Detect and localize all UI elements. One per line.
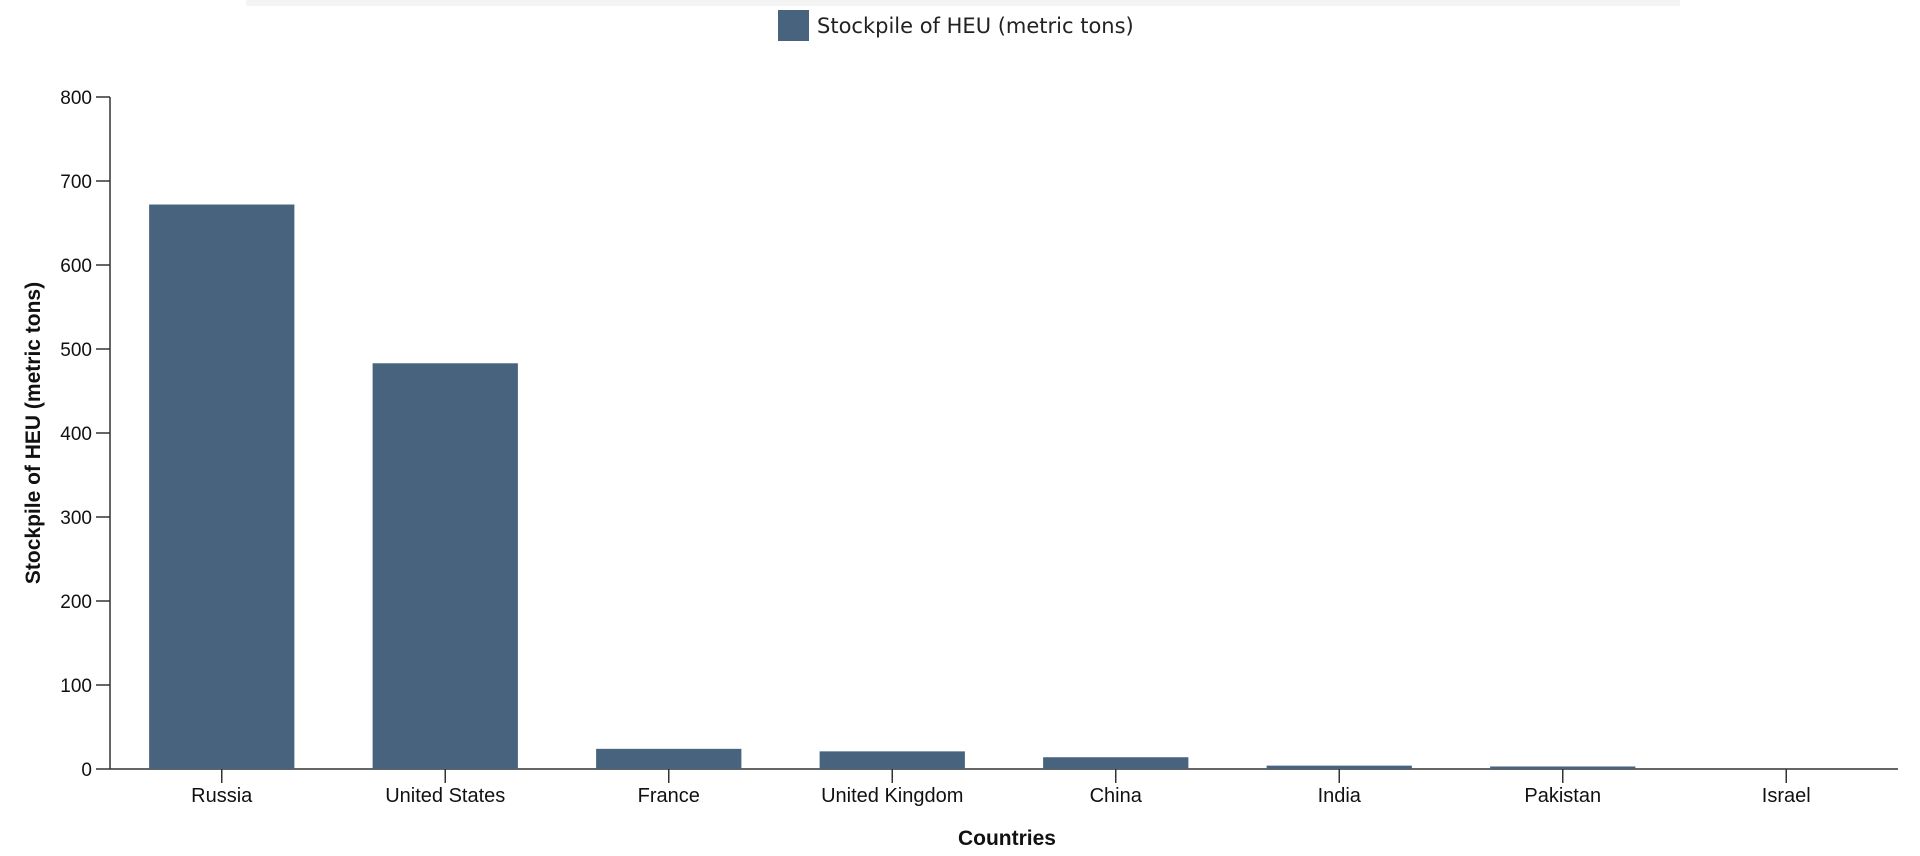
x-axis: Russia United States France United Kingdom C… [110,768,1898,807]
x-tick-label: United States [385,785,505,807]
legend-label: Stockpile of HEU (metric tons) [817,13,1134,38]
y-tick-label: 100 [60,676,92,697]
bar-france [596,748,742,769]
bar-united-kingdom [819,751,965,769]
bars [149,204,1636,769]
x-tick-label: United Kingdom [821,785,963,807]
bar-india [1266,765,1412,769]
bar-united-states [372,363,518,769]
y-tick-label: 600 [60,256,92,277]
top-strip [246,0,1680,6]
x-axis-label: Countries [958,827,1056,850]
y-axis-label: Stockpile of HEU (metric tons) [22,282,45,584]
y-axis: 0 100 200 300 400 500 600 700 800 [60,88,111,781]
bar-russia [149,204,295,769]
x-tick-label: China [1090,785,1143,807]
y-tick-label: 500 [60,340,92,361]
x-tick-label: Pakistan [1524,785,1601,807]
y-tick-label: 800 [60,88,92,109]
x-tick-label: Israel [1762,785,1811,807]
y-tick-label: 700 [60,172,92,193]
y-tick-label: 0 [81,760,92,781]
y-tick-label: 300 [60,508,92,529]
bar-china [1043,757,1189,769]
x-tick-label: France [638,785,700,807]
x-tick-label: Russia [191,785,253,807]
legend-swatch [778,10,809,41]
bar-pakistan [1490,766,1636,769]
y-tick-label: 400 [60,424,92,445]
y-tick-label: 200 [60,592,92,613]
legend: Stockpile of HEU (metric tons) [778,10,1134,41]
x-tick-label: India [1318,785,1362,807]
